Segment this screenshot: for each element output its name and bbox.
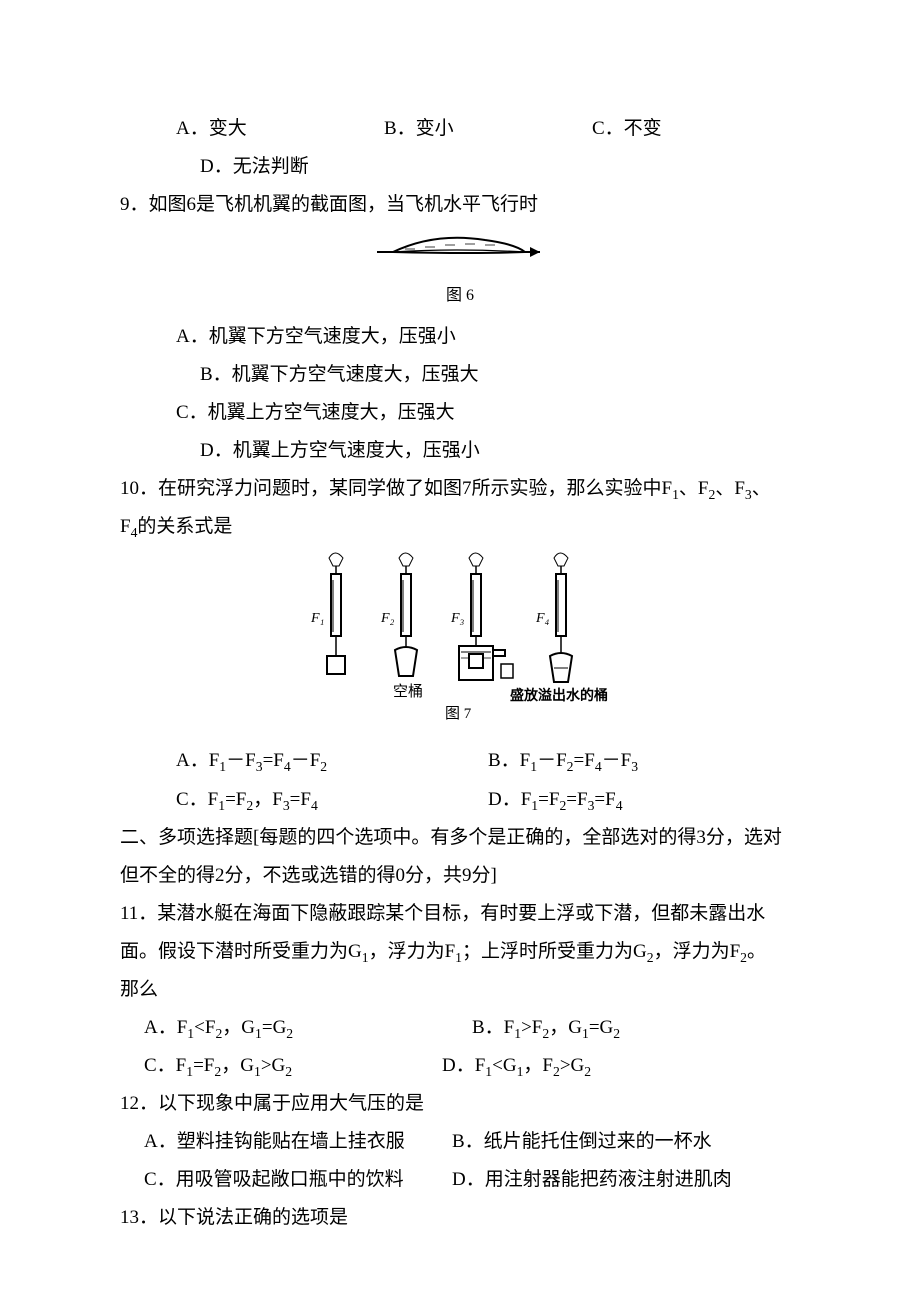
q12-opt-a: A．塑料挂钩能贴在墙上挂衣服 bbox=[144, 1123, 492, 1161]
q9-fig-caption: 图 6 bbox=[120, 280, 800, 312]
exam-page: A．变大 B．变小 C．不变 D．无法判断 9．如图6是飞机机翼的截面图，当飞机… bbox=[0, 0, 920, 1297]
q9-opt-c: C．机翼上方空气速度大，压强大 bbox=[120, 394, 800, 432]
q8-options-row1: A．变大 B．变小 C．不变 bbox=[120, 110, 800, 148]
q10-s1b: 、F bbox=[679, 478, 709, 499]
q10-s1a: 10．在研究浮力问题时，某同学做了如图7所示实验，那么实验中F bbox=[120, 478, 672, 499]
q8-opt-d: D．无法判断 bbox=[120, 148, 800, 186]
q11-opt-d: D．F1<G1，F2>G2 bbox=[442, 1047, 800, 1085]
q9-opt-b: B．机翼下方空气速度大，压强大 bbox=[120, 356, 800, 394]
q11-row2: C．F1=F2，G1>G2 D．F1<G1，F2>G2 bbox=[120, 1047, 800, 1085]
q8-opt-c: C．不变 bbox=[592, 110, 800, 148]
buoyancy-experiment-icon: F₁ F₂ 空桶 bbox=[300, 552, 620, 722]
q10-opt-b: B．F1－F2=F4－F3 bbox=[488, 742, 800, 780]
q9-stem: 9．如图6是飞机机翼的截面图，当飞机水平飞行时 bbox=[120, 186, 800, 224]
q9-opt-a: A．机翼下方空气速度大，压强小 bbox=[120, 318, 800, 356]
section2-heading: 二、多项选择题[每题的四个选项中。有多个是正确的，全部选对的得3分，选对但不全的… bbox=[120, 819, 800, 895]
q10-opt-d: D．F1=F2=F3=F4 bbox=[488, 781, 800, 819]
q10-stem-line2: F4的关系式是 bbox=[120, 508, 800, 546]
q11-opt-a: A．F1<F2，G1=G2 bbox=[144, 1009, 472, 1047]
q11-stem-line3: 那么 bbox=[120, 971, 800, 1009]
q10-opt-a: A．F1－F3=F4－F2 bbox=[176, 742, 488, 780]
q12-opt-b: B．纸片能托住倒过来的一杯水 bbox=[452, 1123, 800, 1161]
q11-row1: A．F1<F2，G1=G2 B．F1>F2，G1=G2 bbox=[120, 1009, 800, 1047]
q8-opt-b: B．变小 bbox=[384, 110, 592, 148]
q12-opt-c: C．用吸管吸起敞口瓶中的饮料 bbox=[144, 1161, 492, 1199]
f4-label: F₄ bbox=[535, 611, 550, 626]
q12-row1: A．塑料挂钩能贴在墙上挂衣服 B．纸片能托住倒过来的一杯水 bbox=[120, 1123, 800, 1161]
q13-stem: 13．以下说法正确的选项是 bbox=[120, 1199, 800, 1237]
q11-stem-line2: 面。假设下潜时所受重力为G1，浮力为F1；上浮时所受重力为G2，浮力为F2。 bbox=[120, 933, 800, 971]
q12-stem: 12．以下现象中属于应用大气压的是 bbox=[120, 1085, 800, 1123]
q10-figure: F₁ F₂ 空桶 bbox=[120, 552, 800, 736]
fig7-caption-svg: 图 7 bbox=[445, 705, 472, 722]
q10-s2a: F bbox=[120, 516, 131, 537]
sub-1: 1 bbox=[672, 487, 679, 502]
q10-stem-line1: 10．在研究浮力问题时，某同学做了如图7所示实验，那么实验中F1、F2、F3、 bbox=[120, 470, 800, 508]
q8-opt-a: A．变大 bbox=[176, 110, 384, 148]
q10-s1d: 、 bbox=[752, 478, 771, 499]
empty-bucket-label: 空桶 bbox=[393, 683, 423, 700]
f2-label: F₂ bbox=[380, 611, 395, 626]
q12-opt-d: D．用注射器能把药液注射进肌肉 bbox=[452, 1161, 800, 1199]
q12-row2: C．用吸管吸起敞口瓶中的饮料 D．用注射器能把药液注射进肌肉 bbox=[120, 1161, 800, 1199]
q10-row1: A．F1－F3=F4－F2 B．F1－F2=F4－F3 bbox=[120, 742, 800, 780]
q9-opt-d: D．机翼上方空气速度大，压强小 bbox=[120, 432, 800, 470]
f1-label: F₁ bbox=[310, 611, 324, 626]
q11-stem-line1: 11．某潜水艇在海面下隐蔽跟踪某个目标，有时要上浮或下潜，但都未露出水 bbox=[120, 895, 800, 933]
q10-opt-c: C．F1=F2，F3=F4 bbox=[176, 781, 488, 819]
q10-row2: C．F1=F2，F3=F4 D．F1=F2=F3=F4 bbox=[120, 781, 800, 819]
sub-3: 3 bbox=[745, 487, 752, 502]
overflow-bucket-label: 盛放溢出水的桶 bbox=[510, 687, 608, 704]
q10-s1c: 、F bbox=[715, 478, 745, 499]
f3-label: F₃ bbox=[450, 611, 465, 626]
q9-figure: 图 6 bbox=[120, 230, 800, 312]
q10-s2b: 的关系式是 bbox=[137, 516, 232, 537]
airfoil-icon bbox=[375, 230, 545, 264]
q11-opt-b: B．F1>F2，G1=G2 bbox=[472, 1009, 800, 1047]
